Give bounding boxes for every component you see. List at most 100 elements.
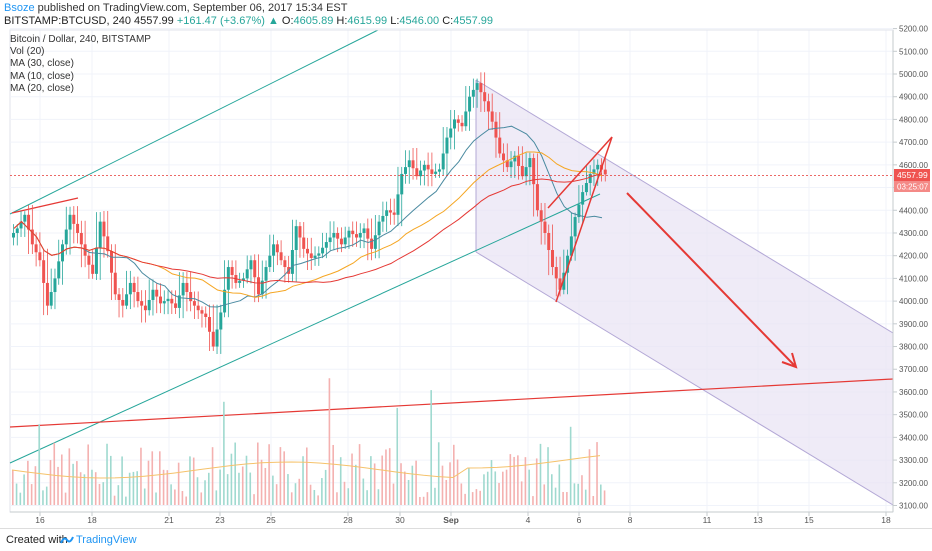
volume-bar — [381, 455, 383, 505]
volume-bar — [215, 490, 218, 505]
candle-body — [603, 169, 607, 175]
volume-bar — [306, 447, 308, 505]
candle-body — [76, 223, 80, 233]
volume-bar — [449, 462, 451, 505]
volume-bar — [592, 496, 595, 505]
candle-body — [23, 214, 27, 222]
y-tick-label: 3900.00 — [899, 320, 928, 329]
chart-legend: Bitcoin / Dollar, 240, BITSTAMP Vol (20)… — [10, 34, 151, 95]
volume-bar — [12, 470, 14, 505]
legend-ma30: MA (30, close) — [10, 58, 74, 70]
volume-bar — [290, 492, 293, 505]
candle-body — [426, 164, 430, 170]
candle-body — [53, 278, 57, 293]
volume-bar — [396, 407, 399, 505]
candle-body — [528, 158, 532, 168]
volume-bar — [404, 471, 406, 505]
volume-bar — [34, 466, 37, 505]
x-axis-labels: 16 18 21 23 25 28 30 Sep 4 6 8 11 13 15 18 — [35, 512, 891, 525]
volume-bar — [343, 481, 346, 505]
candle-body — [174, 303, 178, 308]
volume-bar — [102, 482, 105, 505]
volume-bar — [166, 470, 169, 505]
candle-body — [441, 153, 445, 170]
author-name[interactable]: Bsoze — [4, 2, 35, 14]
countdown-badge — [894, 181, 930, 192]
volume-bar — [453, 444, 455, 505]
volume-bar — [600, 484, 602, 505]
descending-channel — [476, 80, 893, 505]
candle-body — [215, 329, 219, 347]
volume-bar — [517, 455, 519, 505]
volume-bar — [128, 472, 131, 505]
legend-ma20: MA (20, close) — [10, 82, 74, 94]
tradingview-brand[interactable]: TradingView — [76, 534, 137, 546]
candle-body — [332, 232, 336, 238]
candle-body — [569, 236, 573, 256]
candle-body — [162, 301, 166, 304]
y-tick-label: 3700.00 — [899, 365, 928, 374]
candle-body — [192, 301, 196, 306]
volume-bar — [94, 472, 97, 505]
volume-bar — [298, 478, 301, 505]
candle-body — [264, 267, 268, 281]
x-tick-label: 13 — [753, 515, 763, 525]
x-tick-label: 15 — [804, 515, 814, 525]
volume-bar — [283, 451, 285, 505]
candle-body — [520, 165, 524, 177]
volume-bar — [573, 483, 576, 505]
candle-body — [321, 247, 325, 254]
candle-body — [238, 280, 242, 283]
volume-bar — [117, 485, 120, 505]
volume-bar — [509, 454, 512, 505]
candle-body — [445, 137, 449, 154]
volume-bar — [475, 489, 478, 505]
volume-bar — [192, 457, 195, 505]
candle-body — [68, 214, 72, 230]
volume-bar — [569, 426, 572, 505]
volume-bar — [547, 447, 549, 505]
candle-body — [517, 155, 521, 166]
candle-body — [12, 232, 15, 238]
candle-body — [468, 96, 472, 112]
volume-bar — [268, 444, 270, 505]
candle-body — [27, 214, 31, 230]
volume-bar — [313, 490, 316, 505]
volume-bar — [419, 496, 421, 505]
volume-bar — [196, 477, 199, 505]
x-tick-label: 21 — [164, 515, 174, 525]
candle-body — [566, 255, 570, 273]
candle-body — [336, 232, 340, 239]
price-chart[interactable]: 3100.00 3200.00 3300.00 3400.00 3500.00 3600.… — [0, 0, 932, 528]
candle-body — [196, 305, 200, 311]
volume-bar — [106, 443, 108, 505]
volume-bar — [132, 471, 135, 505]
volume-bar — [151, 451, 154, 505]
candle-body — [392, 212, 396, 215]
y-tick-label: 4700.00 — [899, 138, 928, 147]
volume-bar — [539, 443, 542, 505]
volume-bar — [45, 486, 48, 505]
volume-bar — [125, 496, 127, 505]
volume-bar — [486, 471, 489, 505]
legend-volume: Vol (20) — [10, 46, 45, 58]
candle-body — [57, 261, 61, 279]
x-tick-label: 11 — [703, 515, 712, 525]
candle-body — [324, 242, 328, 248]
candle-body — [132, 282, 136, 293]
volume-bar — [226, 474, 229, 505]
volume-bar — [558, 464, 561, 505]
volume-bar — [223, 401, 225, 505]
y-tick-label: 4000.00 — [899, 297, 928, 306]
candle-body — [294, 226, 298, 251]
candle-body — [125, 294, 129, 306]
candle-body — [453, 119, 456, 129]
y-tick-label: 4100.00 — [899, 274, 928, 283]
volume-bar — [494, 471, 497, 505]
y-tick-label: 4300.00 — [899, 229, 928, 238]
y-tick-label: 5000.00 — [899, 70, 928, 79]
ticker-high: 4615.99 — [347, 15, 388, 27]
candle-body — [490, 111, 494, 122]
volume-bar — [23, 474, 25, 505]
volume-bar — [400, 463, 402, 505]
